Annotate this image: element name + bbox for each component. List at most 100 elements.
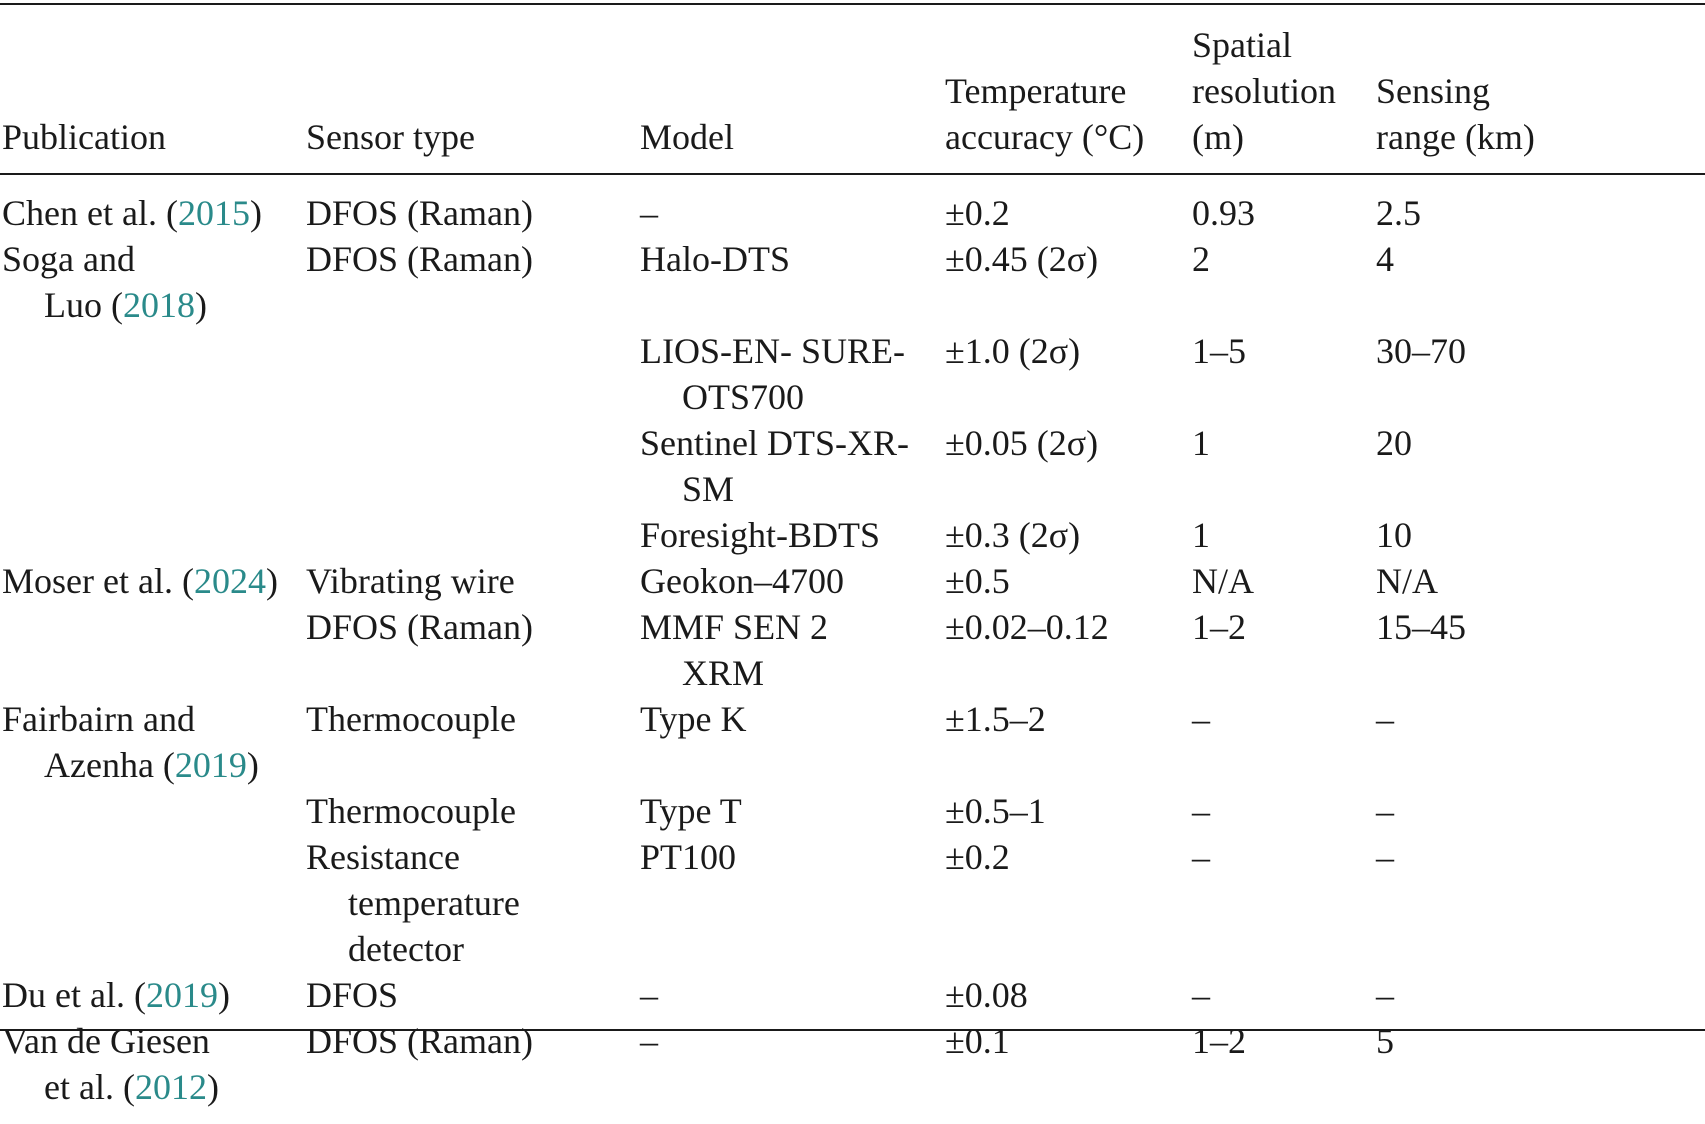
publication-authors: et al. ( — [44, 1067, 135, 1107]
cell-accuracy-line: ±0.45 (2σ) — [945, 239, 1099, 279]
cell-model-line: – — [640, 193, 658, 233]
publication-line: Moser et al. (2024) — [2, 558, 278, 604]
header-spatial-resolution: Spatial resolution (m) — [1192, 22, 1336, 160]
header-spatial-resolution-line: Spatial — [1192, 25, 1292, 65]
cell-accuracy-line: ±0.2 — [945, 193, 1010, 233]
cell-range-line: – — [1376, 975, 1394, 1015]
cell-accuracy-line: ±0.1 — [945, 1021, 1010, 1061]
cell-resolution-line: 1 — [1192, 515, 1210, 555]
cell-sensor-type-line: DFOS (Raman) — [306, 607, 533, 647]
cell-resolution-line: 0.93 — [1192, 193, 1255, 233]
header-spatial-resolution-line: resolution — [1192, 71, 1336, 111]
citation-year-link[interactable]: 2019 — [174, 745, 247, 785]
cell-publication: Moser et al. (2024) — [2, 558, 278, 604]
publication-close-paren: ) — [265, 561, 278, 601]
cell-model-line: Type T — [640, 791, 742, 831]
cell-range-line: – — [1376, 837, 1394, 877]
cell-accuracy: ±0.45 (2σ) — [945, 236, 1098, 282]
cell-model-line: Sentinel DTS-XR- — [640, 423, 909, 463]
cell-sensor-type-line: DFOS (Raman) — [306, 193, 533, 233]
cell-accuracy: ±0.5 — [945, 558, 1010, 604]
cell-accuracy-line: ±0.08 — [945, 975, 1028, 1015]
cell-range: 15–45 — [1376, 604, 1466, 650]
header-spatial-resolution-line: (m) — [1192, 117, 1244, 157]
cell-publication: Du et al. (2019) — [2, 972, 230, 1018]
publication-line: Du et al. (2019) — [2, 972, 230, 1018]
cell-range: – — [1376, 788, 1394, 834]
cell-resolution-line: N/A — [1192, 561, 1254, 601]
cell-resolution: 1–5 — [1192, 328, 1246, 374]
cell-sensor-type: DFOS (Raman) — [306, 604, 533, 650]
cell-accuracy: ±0.2 — [945, 190, 1010, 236]
cell-range-line: 2.5 — [1376, 193, 1421, 233]
cell-publication: Soga and Luo (2018) — [2, 236, 207, 328]
cell-accuracy-line: ±0.3 (2σ) — [945, 515, 1081, 555]
cell-model-line: PT100 — [640, 837, 737, 877]
cell-range: 5 — [1376, 1018, 1394, 1064]
cell-model: Type T — [640, 788, 742, 834]
publication-authors: Moser et al. ( — [2, 561, 194, 601]
cell-resolution: 1–2 — [1192, 1018, 1246, 1064]
citation-year-link[interactable]: 2012 — [134, 1067, 207, 1107]
cell-model-line: Foresight-BDTS — [640, 515, 881, 555]
citation-year-link[interactable]: 2024 — [193, 561, 266, 601]
cell-sensor-type-line: temperature — [348, 883, 520, 923]
cell-accuracy: ±0.5–1 — [945, 788, 1046, 834]
cell-accuracy: ±0.3 (2σ) — [945, 512, 1080, 558]
cell-resolution: – — [1192, 972, 1210, 1018]
cell-model: – — [640, 190, 658, 236]
cell-accuracy: ±0.05 (2σ) — [945, 420, 1098, 466]
cell-model: Geokon–4700 — [640, 558, 844, 604]
cell-sensor-type: Thermocouple — [306, 696, 516, 742]
header-rule — [0, 173, 1705, 175]
cell-model-line: SM — [682, 469, 735, 509]
cell-range: – — [1376, 972, 1394, 1018]
citation-year-link[interactable]: 2015 — [177, 193, 250, 233]
cell-resolution: – — [1192, 696, 1210, 742]
cell-accuracy: ±0.1 — [945, 1018, 1010, 1064]
cell-publication: Chen et al. (2015) — [2, 190, 262, 236]
publication-line: Azenha (2019) — [2, 742, 259, 788]
cell-resolution-line: 2 — [1192, 239, 1210, 279]
publication-close-paren: ) — [194, 285, 207, 325]
publication-line: Fairbairn and — [2, 696, 259, 742]
cell-accuracy: ±0.2 — [945, 834, 1010, 880]
cell-model: Sentinel DTS-XR- SM — [640, 420, 909, 512]
cell-model-line: Halo-DTS — [640, 239, 790, 279]
citation-year-link[interactable]: 2019 — [145, 975, 218, 1015]
header-sensor-type-line: Sensor type — [306, 117, 475, 157]
cell-sensor-type-line: Thermocouple — [306, 699, 516, 739]
cell-accuracy-line: ±1.5–2 — [945, 699, 1046, 739]
publication-close-paren: ) — [246, 745, 259, 785]
cell-resolution-line: 1–2 — [1192, 1021, 1246, 1061]
cell-resolution: 1–2 — [1192, 604, 1246, 650]
cell-accuracy-line: ±0.02–0.12 — [945, 607, 1109, 647]
cell-model: Halo-DTS — [640, 236, 790, 282]
cell-model: MMF SEN 2 XRM — [640, 604, 828, 696]
header-temperature-accuracy-line: accuracy (°C) — [945, 117, 1145, 157]
cell-range: 2.5 — [1376, 190, 1421, 236]
cell-model: Foresight-BDTS — [640, 512, 880, 558]
header-temperature-accuracy: Temperature accuracy (°C) — [945, 68, 1144, 160]
header-sensing-range: Sensing range (km) — [1376, 68, 1535, 160]
cell-resolution: 0.93 — [1192, 190, 1255, 236]
cell-publication: Fairbairn and Azenha (2019) — [2, 696, 259, 788]
cell-model: – — [640, 972, 658, 1018]
cell-sensor-type: Vibrating wire — [306, 558, 515, 604]
publication-close-paren: ) — [206, 1067, 219, 1107]
cell-accuracy-line: ±0.5–1 — [945, 791, 1046, 831]
cell-accuracy: ±1.5–2 — [945, 696, 1046, 742]
cell-range: 30–70 — [1376, 328, 1466, 374]
cell-range-line: – — [1376, 791, 1394, 831]
cell-range: 4 — [1376, 236, 1394, 282]
cell-accuracy: ±0.08 — [945, 972, 1028, 1018]
cell-resolution-line: – — [1192, 837, 1210, 877]
publication-authors: Soga and — [2, 239, 135, 279]
cell-sensor-type-line: Vibrating wire — [306, 561, 515, 601]
cell-resolution-line: 1 — [1192, 423, 1210, 463]
header-publication: Publication — [2, 114, 166, 160]
cell-sensor-type: DFOS (Raman) — [306, 236, 533, 282]
bottom-rule — [0, 1029, 1705, 1031]
citation-year-link[interactable]: 2018 — [122, 285, 195, 325]
publication-line: et al. (2012) — [2, 1064, 219, 1110]
